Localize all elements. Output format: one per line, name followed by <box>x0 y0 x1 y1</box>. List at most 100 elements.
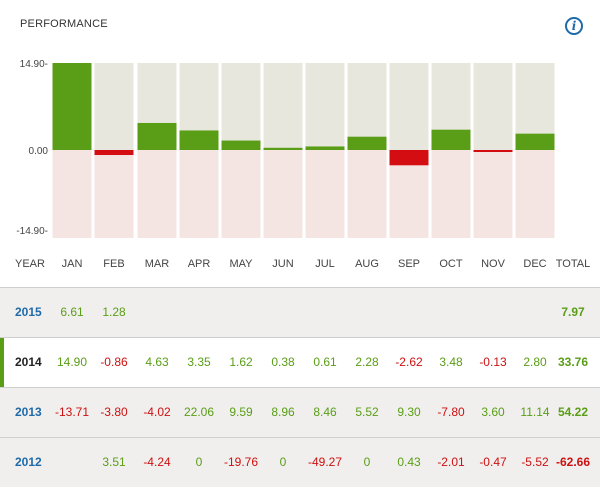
table-cell: -5.52 <box>521 455 549 469</box>
table-cell: -0.86 <box>100 355 128 369</box>
bar-jan[interactable] <box>52 63 92 150</box>
table-cell: 3.60 <box>481 405 505 419</box>
table-cell: 0.43 <box>397 455 421 469</box>
bar-nov[interactable] <box>473 150 513 152</box>
column-background-positive <box>263 63 303 150</box>
table-cell: 0 <box>195 455 203 469</box>
table-cell: 9.59 <box>229 405 253 419</box>
table-cell: 5.52 <box>355 405 379 419</box>
table-cell: 14.90 <box>56 355 88 369</box>
column-background-negative <box>473 150 513 238</box>
table-cell: 22.06 <box>183 405 215 419</box>
bar-apr[interactable] <box>179 130 219 150</box>
year-link[interactable]: 2014 <box>15 355 42 369</box>
y-tick-label: 0.00 <box>29 146 49 157</box>
column-header-jun: JUN <box>272 258 294 270</box>
active-row-marker <box>0 338 4 387</box>
column-background-negative <box>179 150 219 238</box>
table-cell: 3.48 <box>439 355 463 369</box>
column-background-negative <box>305 150 345 238</box>
column-header-may: MAY <box>229 258 253 270</box>
table-row[interactable]: 2012 3.51 -4.24 0 -19.76 0 -49.27 0 0.43 -2.01 -0.… <box>0 438 600 487</box>
row-total: 54.22 <box>557 405 589 419</box>
table-cell: 11.14 <box>520 405 550 419</box>
column-background-positive <box>347 63 387 150</box>
year-link[interactable]: 2015 <box>15 305 42 319</box>
column-header-year: YEAR <box>15 258 45 270</box>
table-cell: 9.30 <box>397 405 421 419</box>
table-header: YEAR JAN FEB MAR APR MAY JUN JUL AUG SEP OCT NOV DEC… <box>0 250 600 278</box>
table-cell: -0.13 <box>479 355 507 369</box>
table-cell: 1.28 <box>102 305 126 319</box>
row-total: -62.66 <box>555 455 591 469</box>
bar-jul[interactable] <box>305 146 345 150</box>
column-header-mar: MAR <box>144 258 170 270</box>
table-cell: -2.62 <box>395 355 423 369</box>
table-cell: 2.80 <box>523 355 547 369</box>
row-divider <box>0 337 600 338</box>
table-cell: -19.76 <box>223 455 259 469</box>
table-cell: 8.96 <box>271 405 295 419</box>
row-divider <box>0 387 600 388</box>
year-link[interactable]: 2012 <box>15 455 42 469</box>
table-cell: 0 <box>363 455 371 469</box>
column-background-positive <box>94 63 134 150</box>
column-background-negative <box>347 150 387 238</box>
column-background-positive <box>305 63 345 150</box>
table-cell: 0 <box>279 455 287 469</box>
table-cell: -2.01 <box>437 455 465 469</box>
performance-chart: 14.90- 0.00 -14.90- <box>16 59 555 238</box>
y-tick-label: -14.90- <box>16 226 48 237</box>
column-background-positive <box>473 63 513 150</box>
column-header-sep: SEP <box>397 258 420 270</box>
row-divider <box>0 287 600 288</box>
column-background-positive <box>389 63 429 150</box>
table-row[interactable]: 2013 -13.71 -3.80 -4.02 22.06 9.59 8.96 8.46 5.5… <box>0 388 600 437</box>
bar-mar[interactable] <box>137 122 177 150</box>
table-cell: -4.02 <box>143 405 171 419</box>
column-background-negative <box>431 150 471 238</box>
table-cell: -49.27 <box>307 455 343 469</box>
table-cell: 4.63 <box>145 355 169 369</box>
table-cell: -7.80 <box>437 405 465 419</box>
bar-aug[interactable] <box>347 136 387 150</box>
column-background-positive <box>221 63 261 150</box>
table-cell: 1.62 <box>229 355 253 369</box>
info-icon[interactable]: i <box>565 17 583 35</box>
column-header-nov: NOV <box>481 258 505 270</box>
bar-oct[interactable] <box>431 129 471 150</box>
performance-title: PERFORMANCE <box>20 18 108 30</box>
table-row[interactable]: 2015 6.61 1.28 7.97 <box>0 288 600 337</box>
table-cell: -4.24 <box>143 455 171 469</box>
bar-sep[interactable] <box>389 150 429 166</box>
row-total: 7.97 <box>561 305 585 319</box>
column-background-negative <box>94 150 134 238</box>
table-cell: -13.71 <box>54 405 90 419</box>
row-divider <box>0 437 600 438</box>
column-header-oct: OCT <box>439 258 463 270</box>
column-header-aug: AUG <box>355 258 379 270</box>
column-background-negative <box>52 150 92 238</box>
column-header-jan: JAN <box>61 258 83 270</box>
column-background-negative <box>263 150 303 238</box>
bar-feb[interactable] <box>94 150 134 156</box>
table-cell: 3.35 <box>187 355 211 369</box>
column-background-negative <box>137 150 177 238</box>
year-link[interactable]: 2013 <box>15 405 42 419</box>
bar-jun[interactable] <box>263 147 303 150</box>
table-cell: -3.80 <box>100 405 128 419</box>
bar-dec[interactable] <box>515 133 555 150</box>
table-cell: -0.47 <box>479 455 507 469</box>
row-total: 33.76 <box>557 355 589 369</box>
bar-may[interactable] <box>221 140 261 150</box>
table-cell: 2.28 <box>355 355 379 369</box>
table-cell: 0.61 <box>313 355 337 369</box>
table-row[interactable]: 2014 14.90 -0.86 4.63 3.35 1.62 0.38 0.61 2.28 -2… <box>0 338 600 387</box>
column-header-dec: DEC <box>523 258 547 270</box>
column-background-negative <box>515 150 555 238</box>
table-cell: 0.38 <box>271 355 295 369</box>
column-header-apr: APR <box>187 258 211 270</box>
table-cell: 8.46 <box>313 405 337 419</box>
column-header-feb: FEB <box>103 258 125 270</box>
column-background-negative <box>221 150 261 238</box>
